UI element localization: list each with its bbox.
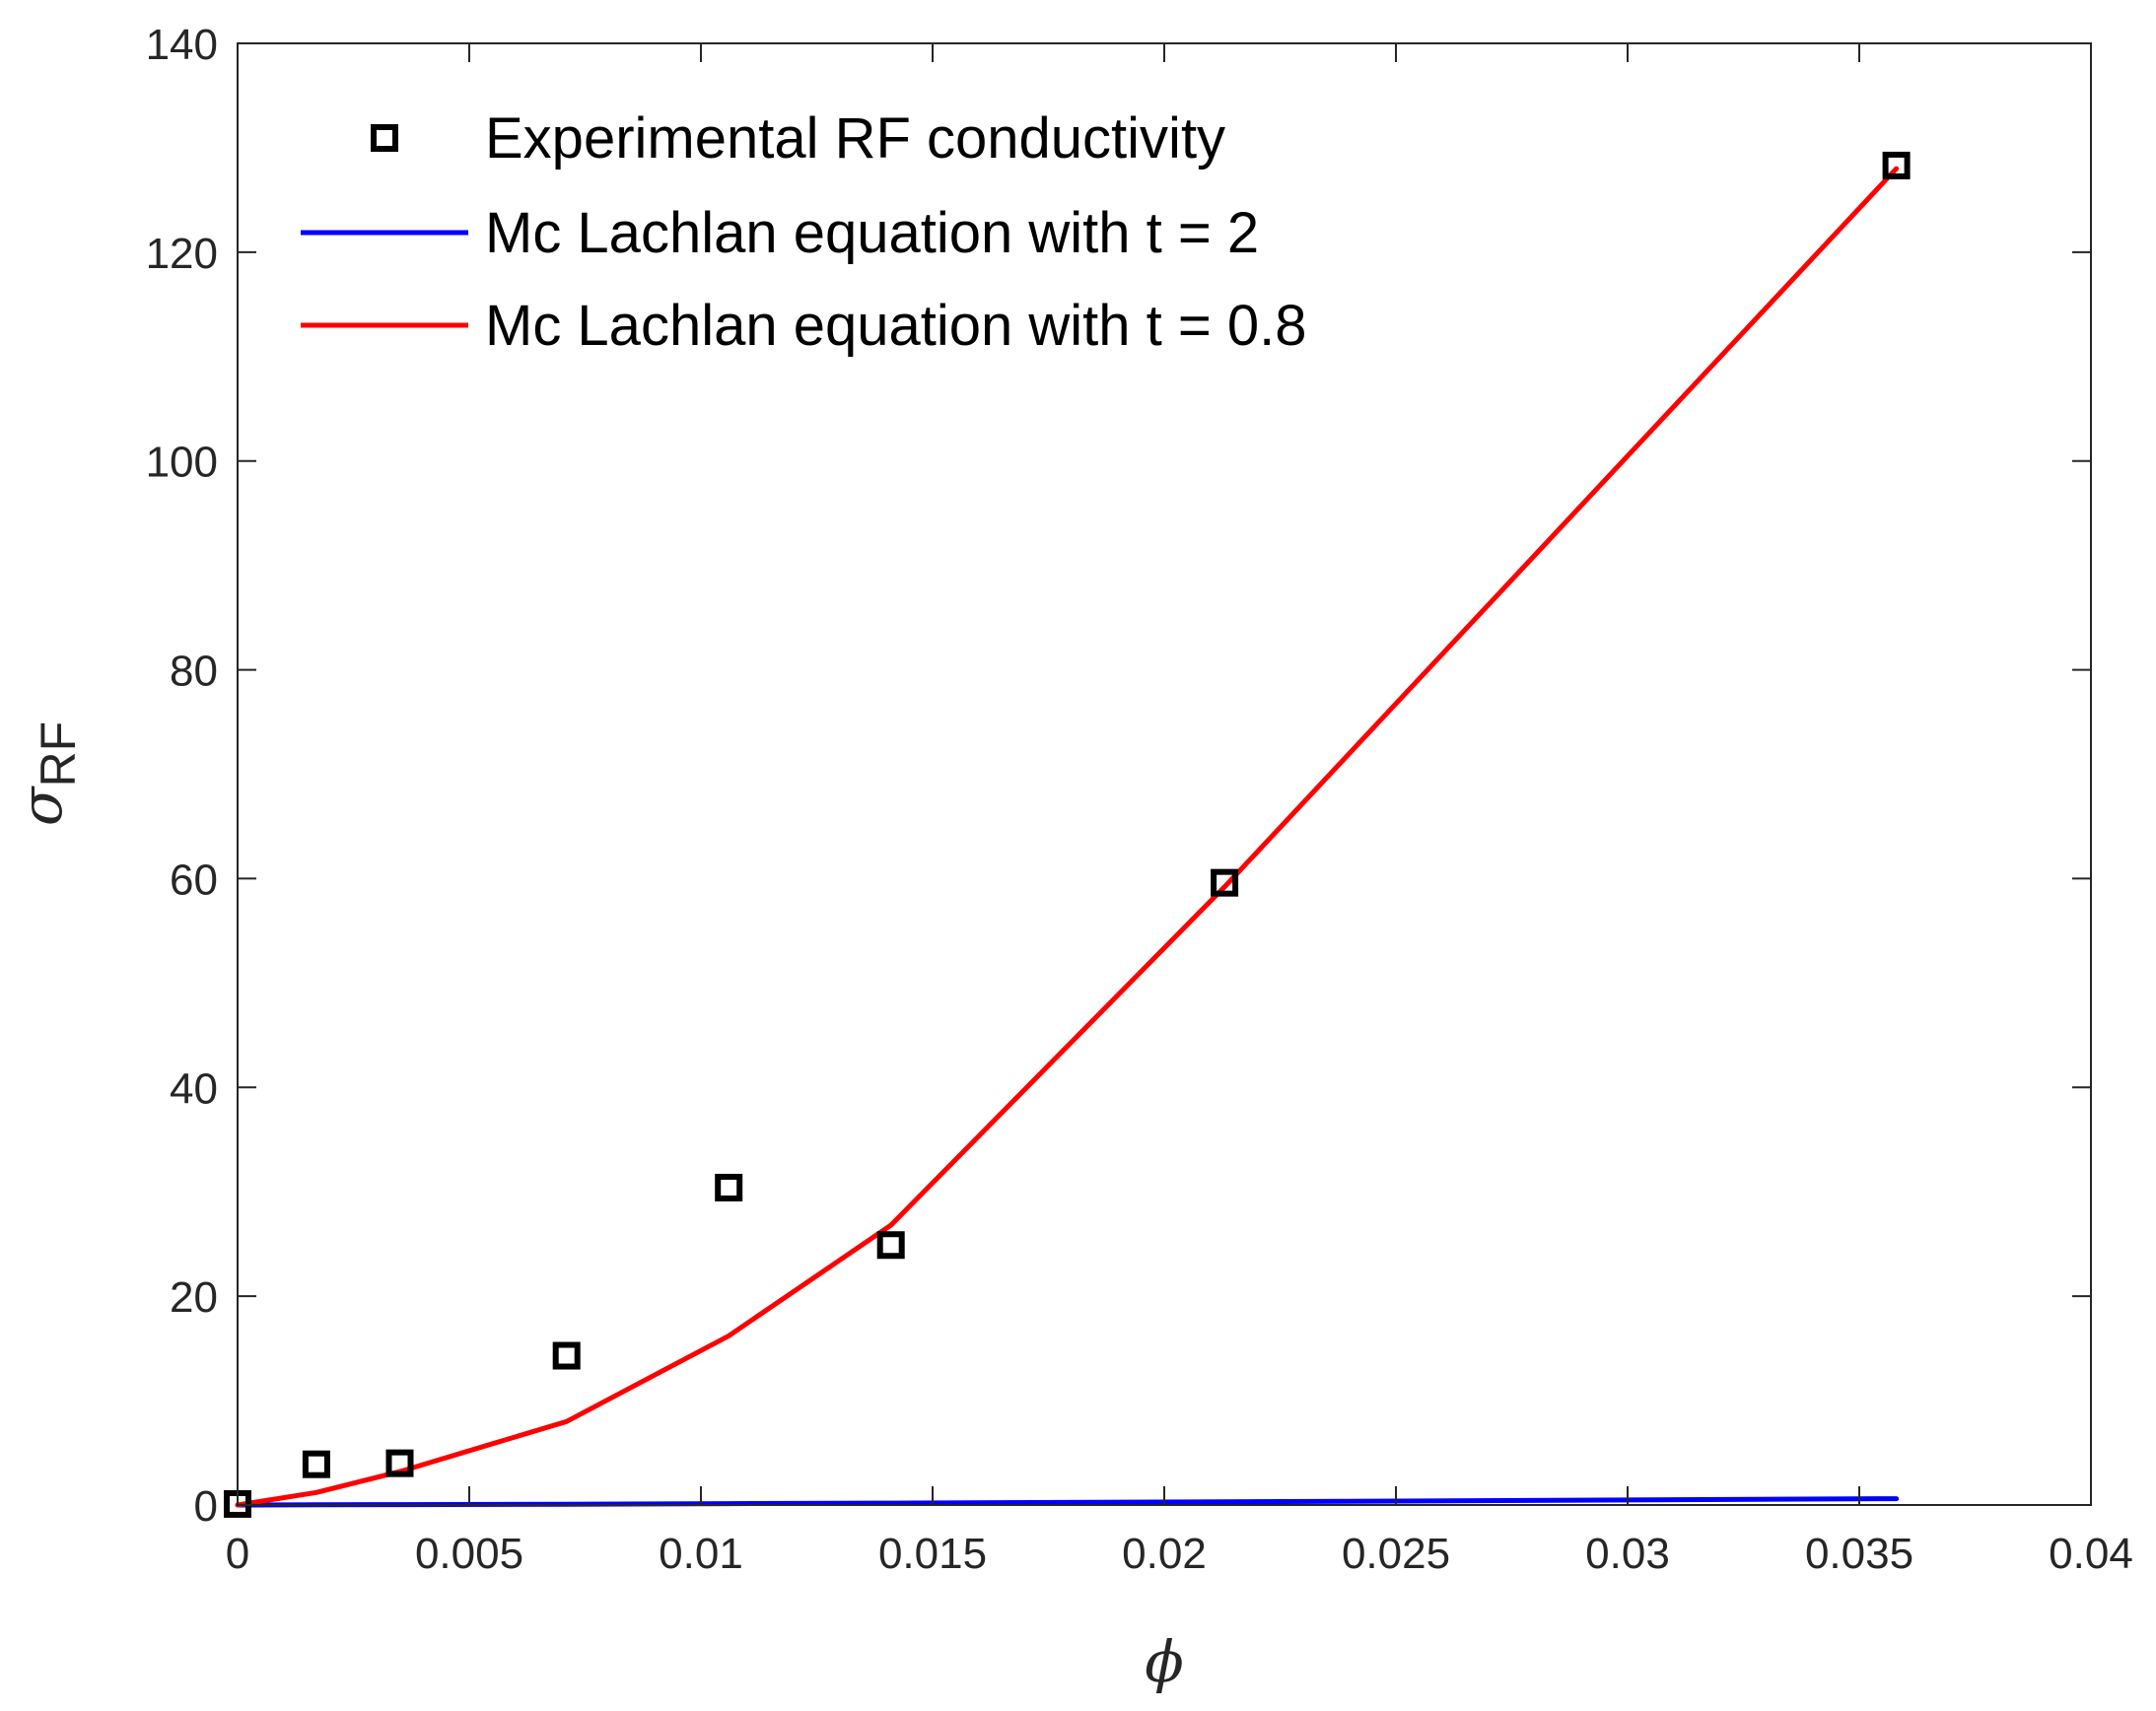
y-tick-label: 140 [146,21,218,69]
y-axis-label-symbol: σ [8,786,75,826]
x-tick-label: 0.005 [415,1530,523,1578]
axes-layer: 0 0.005 0.01 0.015 0.02 0.025 0.03 0.035 0.04 0 20… [146,21,2133,1578]
data-point-marker [1211,868,1239,897]
data-point-marker [876,1231,905,1260]
plot-frame [237,42,2092,1506]
legend-label: Experimental RF conductivity [485,106,1225,171]
y-tick-label: 100 [146,439,218,487]
y-tick-label: 120 [146,230,218,278]
legend-label: Mc Lachlan equation with t = 0.8 [485,294,1306,358]
plot-area [238,43,2091,1505]
x-tick-label: 0.04 [2049,1530,2133,1578]
y-tick-label: 40 [170,1064,218,1113]
x-axis-label: ϕ [1145,1628,1184,1695]
data-point-marker [385,1449,414,1477]
x-tick-label: 0.02 [1122,1530,1207,1578]
legend-marker-square [371,124,398,152]
data-point-marker [715,1173,743,1201]
data-point-marker [1882,151,1911,179]
y-tick-label: 60 [170,856,218,904]
x-tick-label: 0.01 [659,1530,743,1578]
series-line-red [235,166,1900,1508]
x-tick-label: 0.035 [1805,1530,1913,1578]
legend: Experimental RF conductivity Mc Lachlan e… [301,106,1306,358]
y-tick-label: 20 [170,1273,218,1322]
y-tick-label: 0 [194,1482,218,1531]
y-tick-label: 80 [170,648,218,696]
data-point-marker [302,1450,330,1478]
x-tick-label: 0.015 [878,1530,987,1578]
x-tick-label: 0.03 [1585,1530,1670,1578]
data-point-marker [552,1341,581,1370]
x-tick-label: 0 [226,1530,249,1578]
legend-label: Mc Lachlan equation with t = 2 [485,201,1259,265]
y-axis-label: σRF [8,721,86,826]
x-tick-label: 0.025 [1342,1530,1450,1578]
y-axis-label-subscript: RF [31,721,86,787]
